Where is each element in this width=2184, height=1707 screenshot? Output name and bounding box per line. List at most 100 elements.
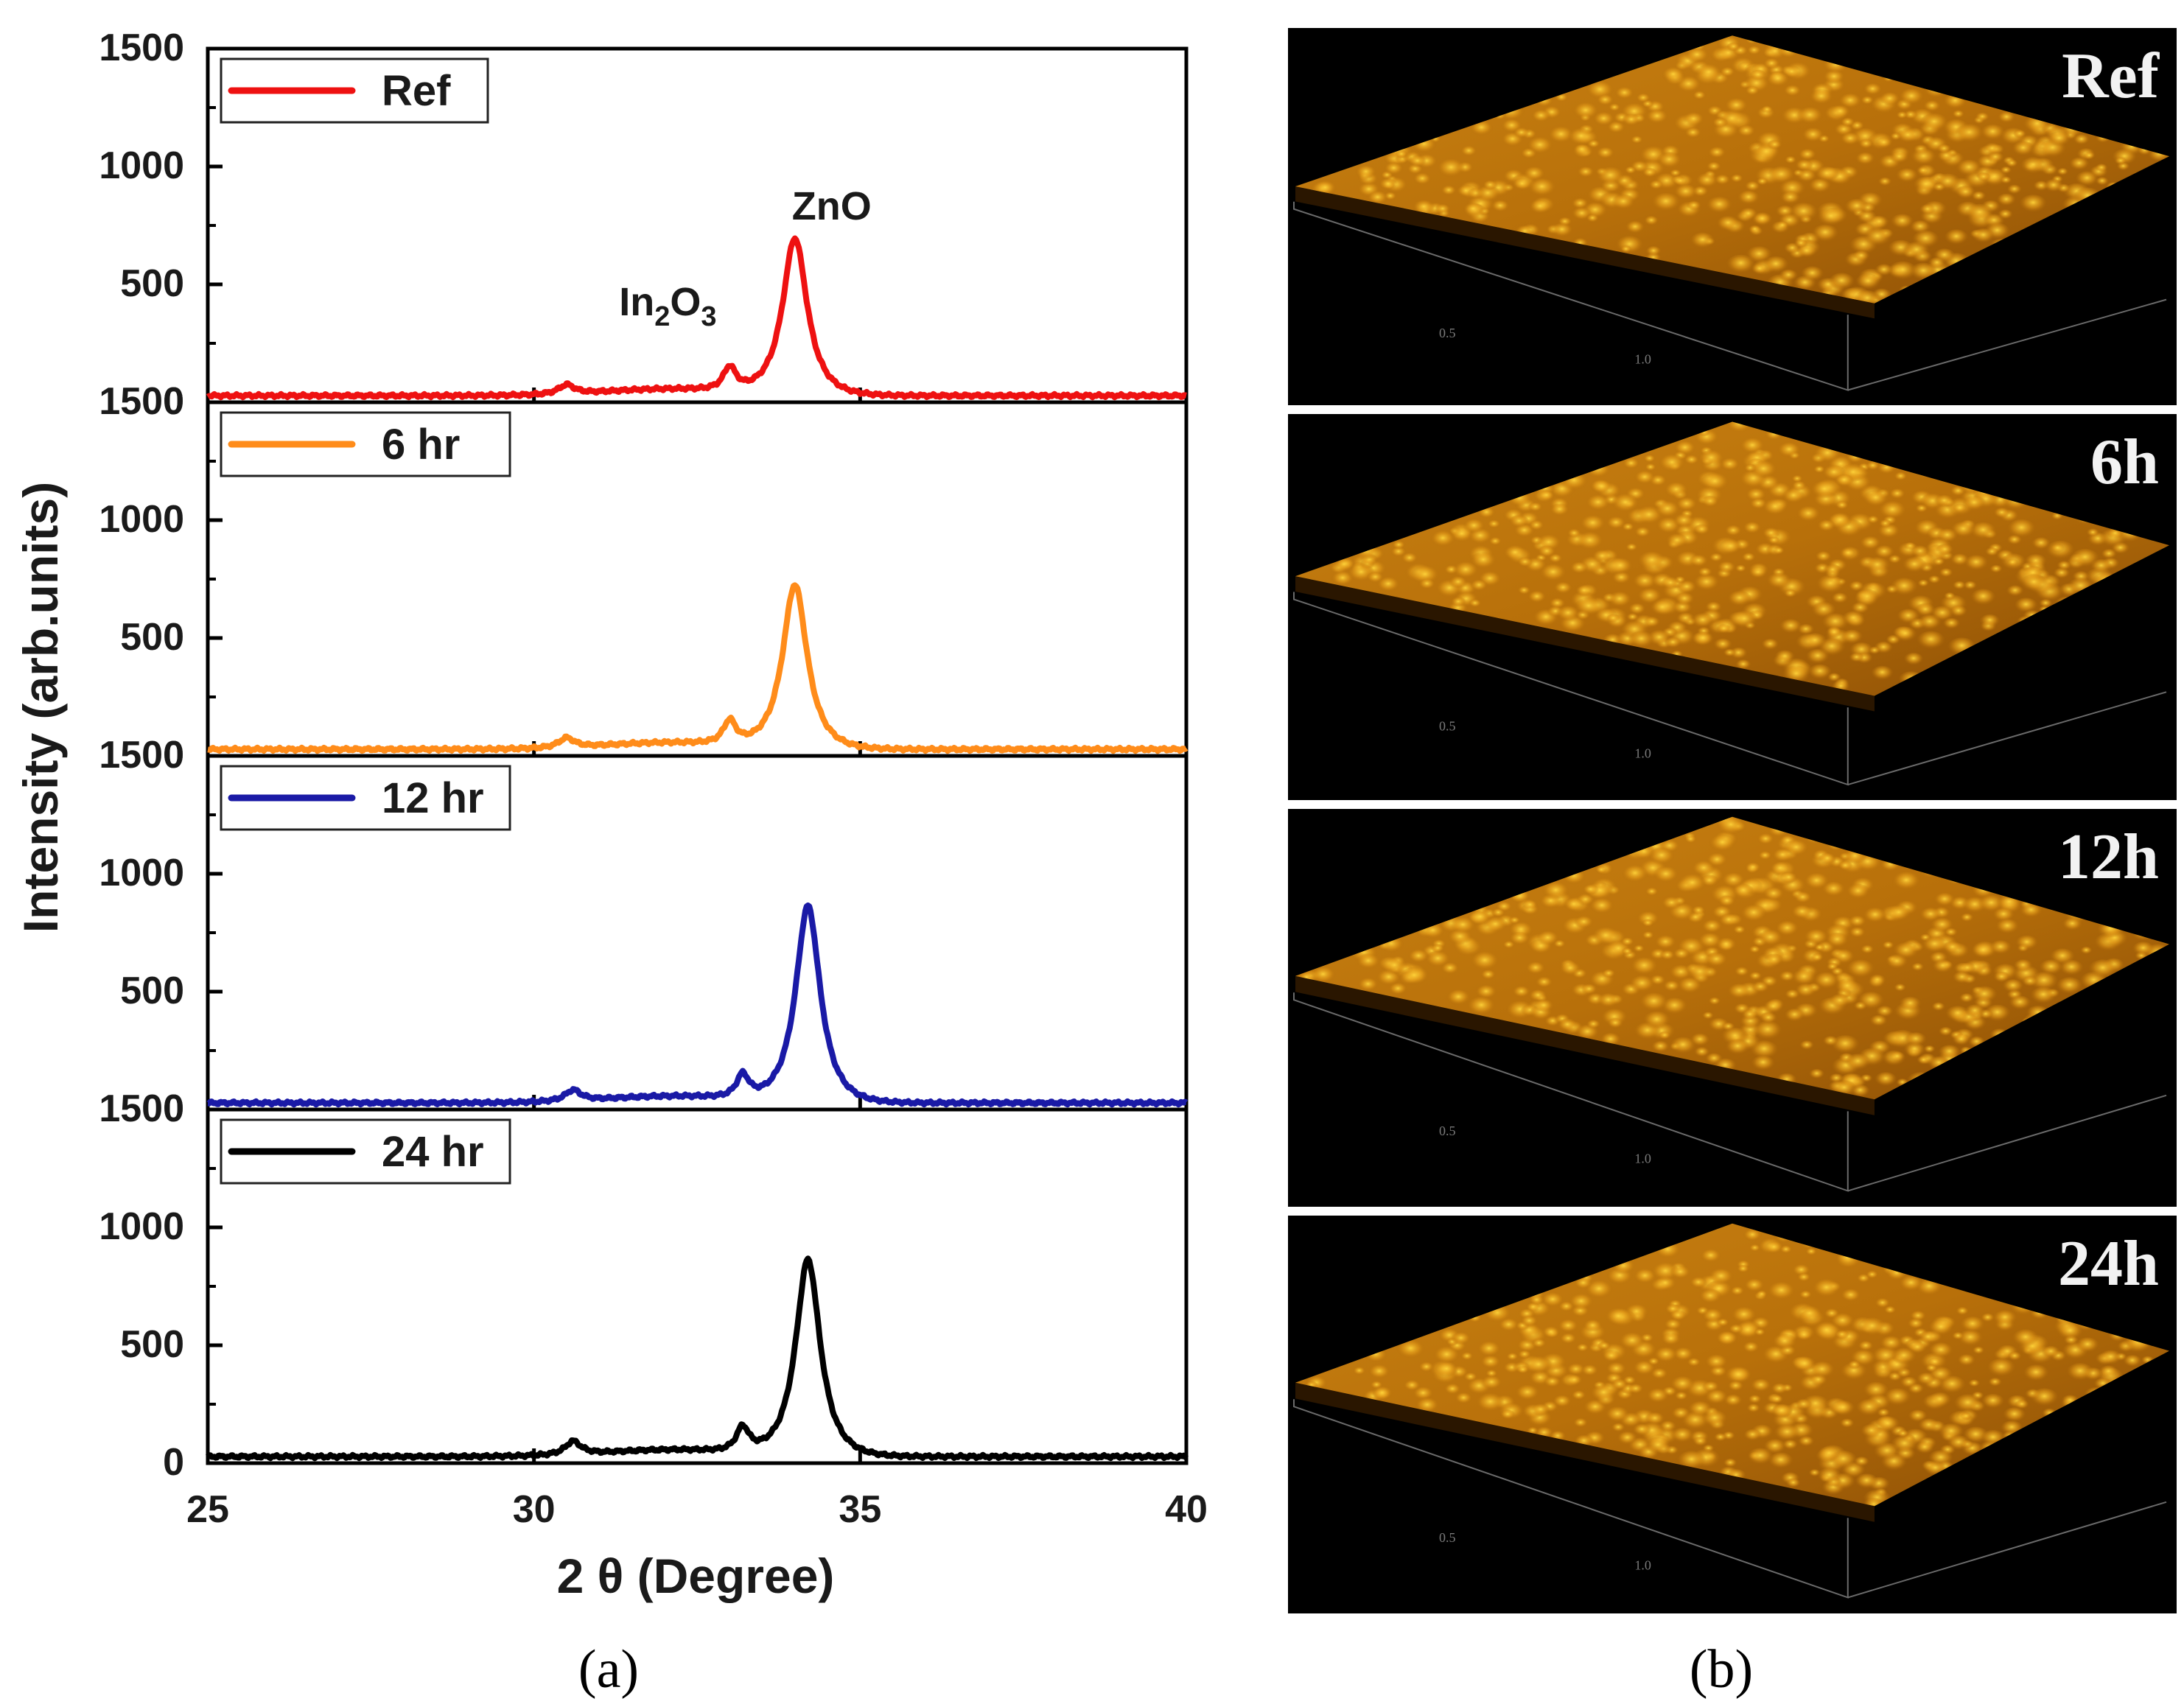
afm-grain: [1757, 851, 1772, 861]
afm-grain: [1550, 222, 1573, 239]
afm-grain: [1718, 539, 1743, 556]
afm-grain: [1770, 1395, 1784, 1405]
afm-grain: [1785, 1478, 1801, 1489]
afm-grain: [1669, 1266, 1691, 1281]
afm-grain: [1748, 1395, 1762, 1405]
afm-grain: [1632, 1423, 1651, 1437]
afm-grain: [1895, 168, 1919, 184]
afm-grain: [1642, 616, 1661, 629]
x-tick-label: 40: [1165, 1488, 1208, 1531]
afm-grain: [1712, 117, 1729, 130]
afm-grain: [1794, 983, 1817, 999]
afm-grain: [1745, 85, 1760, 97]
afm-grain: [2075, 1337, 2100, 1354]
afm-grain: [1791, 905, 1813, 921]
afm-grain: [1645, 887, 1659, 897]
afm-grain: [2179, 1331, 2184, 1347]
afm-grain: [2071, 548, 2100, 569]
afm-grain: [1527, 591, 1547, 605]
afm-scale-label: 0.5: [1439, 719, 1456, 734]
afm-grain: [1763, 953, 1785, 968]
afm-grain: [1718, 914, 1740, 928]
afm-grain: [1875, 137, 1893, 150]
afm-grain: [1992, 1310, 2017, 1328]
afm-grain: [1732, 925, 1746, 936]
afm-grain: [1919, 204, 1936, 217]
afm-grain: [1468, 599, 1482, 609]
afm-grain: [1686, 200, 1702, 212]
afm-grain: [1725, 1039, 1750, 1056]
afm-grain: [1632, 573, 1658, 592]
afm-grain: [1729, 174, 1744, 184]
afm-grain: [1366, 572, 1385, 584]
afm-grain: [1625, 543, 1638, 553]
afm-grain: [1698, 933, 1723, 950]
afm-grain: [1896, 128, 1919, 144]
afm-grain: [1601, 969, 1616, 979]
afm-grain: [1914, 1441, 1935, 1456]
afm-grain: [1848, 581, 1865, 593]
afm-grain: [2182, 144, 2184, 155]
afm-grain: [1698, 449, 1725, 469]
afm-grain: [1633, 1269, 1657, 1286]
afm-grain: [1822, 1036, 1839, 1048]
afm-grain: [1642, 931, 1655, 941]
afm-grain: [2013, 959, 2033, 973]
afm-grain: [1727, 1381, 1744, 1392]
afm-grain: [1953, 1394, 1983, 1415]
afm-grain: [1825, 627, 1843, 639]
afm-box-edge: [1847, 298, 2167, 391]
afm-grain: [2057, 1322, 2084, 1342]
afm-grain: [1970, 589, 1996, 607]
afm-grain: [1695, 64, 1723, 84]
afm-grain: [1989, 564, 2003, 575]
afm-grain: [1913, 176, 1939, 195]
afm-grain: [1567, 127, 1595, 148]
afm-side-wall: [1295, 1382, 1875, 1522]
afm-grain: [2024, 554, 2048, 570]
afm-grain: [1751, 1055, 1776, 1073]
afm-grain: [1401, 553, 1418, 565]
afm-grain: [1516, 1365, 1530, 1375]
afm-grain: [1823, 564, 1842, 578]
afm-grain: [1572, 1418, 1589, 1429]
legend-label: 12 hr: [382, 774, 484, 822]
afm-grain: [1863, 557, 1891, 575]
afm-grain: [1708, 1269, 1735, 1287]
afm-grain: [1614, 87, 1635, 101]
afm-grain: [2177, 548, 2184, 558]
afm-grain: [1650, 600, 1676, 618]
afm-grain: [1779, 269, 1799, 283]
afm-grain: [1654, 935, 1677, 951]
afm-grain: [1797, 1436, 1815, 1448]
afm-grain: [1958, 962, 1976, 975]
afm-grain: [1673, 176, 1688, 187]
afm-grain: [1645, 246, 1662, 258]
afm-grain: [2015, 935, 2039, 952]
afm-grain: [1917, 1056, 1931, 1066]
afm-grain: [1592, 112, 1615, 128]
afm-grain: [1693, 524, 1711, 536]
afm-grain: [2006, 519, 2037, 540]
afm-grain: [1661, 67, 1686, 85]
afm-grain: [1673, 184, 1698, 202]
afm-grain: [1620, 937, 1635, 947]
afm-grain: [1854, 290, 1881, 304]
panel-a-label: (a): [578, 1639, 639, 1700]
afm-grain: [1835, 978, 1860, 996]
afm-grain: [1449, 916, 1477, 936]
afm-grain: [1957, 1330, 1984, 1348]
afm-grain: [1784, 989, 1800, 1000]
afm-grain: [1987, 1358, 2016, 1379]
afm-grain: [1524, 1356, 1553, 1376]
afm-grain: [1753, 1020, 1782, 1042]
afm-grain: [1830, 1313, 1855, 1331]
afm-grain: [1858, 139, 1875, 150]
afm-grain: [1726, 421, 1753, 435]
afm-grain: [1766, 572, 1792, 591]
afm-grain: [1701, 1410, 1728, 1429]
afm-grain: [2056, 977, 2083, 996]
afm-grain: [1487, 519, 1501, 530]
afm-grain: [1850, 602, 1870, 616]
afm-grain: [2020, 157, 2046, 176]
